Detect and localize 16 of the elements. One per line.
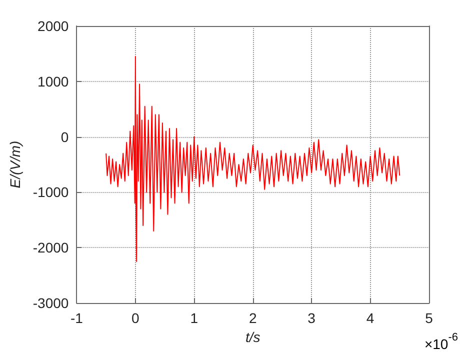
x-tick-label: 1 [190, 310, 198, 326]
x-tick-label: -1 [70, 310, 84, 326]
y-tick-label: 0 [60, 128, 69, 145]
x-tick-label: 0 [132, 310, 140, 326]
x-tick-label: 4 [366, 310, 374, 326]
x-tick-label: 2 [248, 310, 257, 326]
x-tick-label: 5 [425, 310, 434, 326]
y-tick-label: 2000 [38, 18, 69, 34]
x-tick-label: 3 [308, 310, 316, 326]
y-tick-label: -1000 [32, 184, 69, 200]
y-tick-label: 1000 [38, 73, 69, 90]
line-series [106, 56, 400, 262]
x-axis-title: t/s [245, 328, 260, 345]
y-tick-label: -3000 [32, 295, 69, 311]
y-axis-title: E/(V/m) [7, 140, 23, 188]
y-tick-label: -2000 [32, 240, 69, 256]
